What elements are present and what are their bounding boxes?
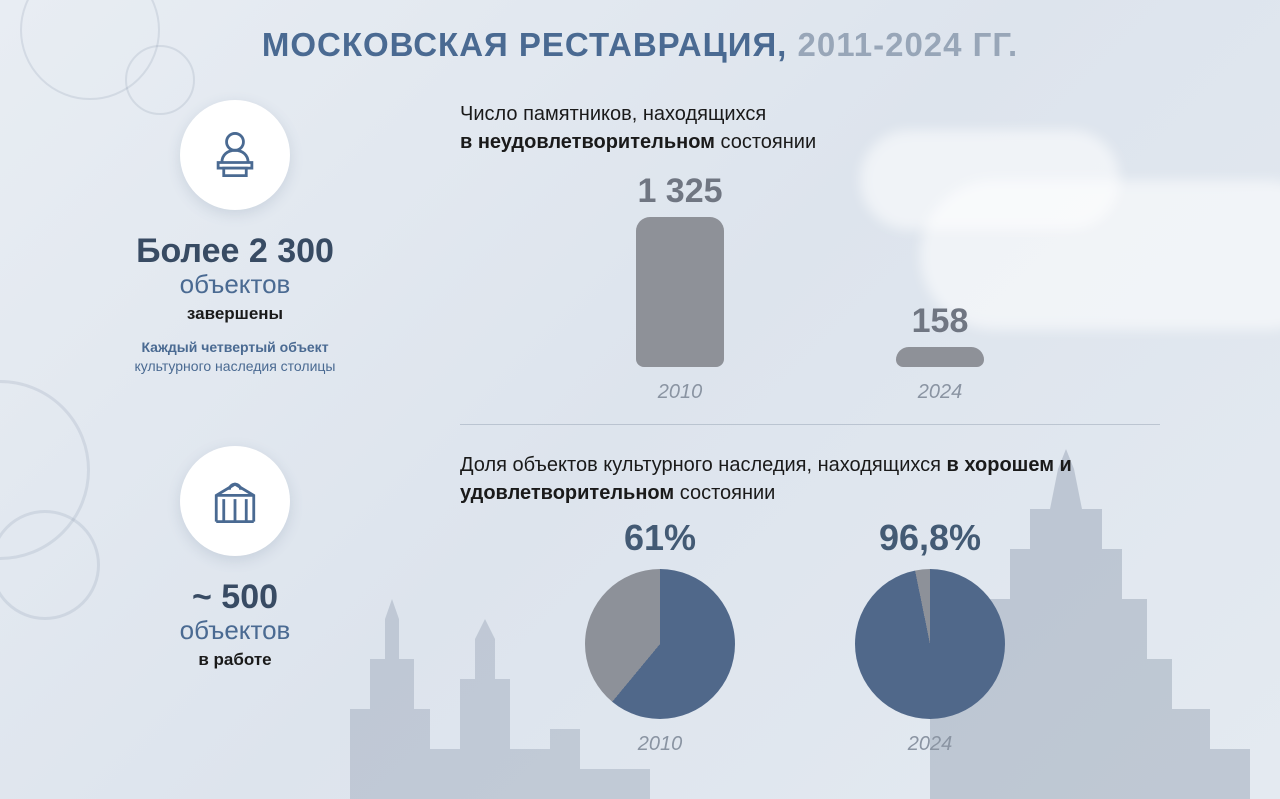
inprogress-status: в работе [90,650,380,670]
bar-chart: 1 325 2010 158 2024 [460,174,1220,404]
pie-year: 2010 [550,733,770,756]
pie-group: 96,8% 2024 [820,517,1040,756]
completed-status: завершены [90,304,380,324]
pies-title: Доля объектов культурного наследия, нахо… [460,451,1220,507]
building-icon [180,446,290,556]
title-main: МОСКОВСКАЯ РЕСТАВРАЦИЯ, [262,26,788,63]
bar-year: 2010 [580,381,780,404]
bar-year: 2024 [840,381,1040,404]
inprogress-number: ~ 500 [90,578,380,617]
left-column: Более 2 300 объектов завершены Каждый че… [90,100,380,670]
completed-unit: объектов [90,269,380,300]
pie-year: 2024 [820,733,1040,756]
title-years: 2011-2024 ГГ. [798,26,1019,63]
bars-title: Число памятников, находящихся в неудовле… [460,100,1220,156]
stat-block-completed: Более 2 300 объектов завершены Каждый че… [90,100,380,376]
pie-value: 96,8% [820,517,1040,559]
bar-group: 1 325 2010 [580,172,780,404]
section-divider [460,424,1160,425]
bar-rect [896,347,984,367]
pie [585,569,735,719]
right-column: Число памятников, находящихся в неудовле… [460,100,1220,777]
bar-value: 1 325 [580,172,780,211]
bar-rect [636,217,724,367]
bar-group: 158 2024 [840,302,1040,404]
completed-number: Более 2 300 [90,232,380,271]
completed-caption: Каждый четвертый объект культурного насл… [90,338,380,376]
pie-value: 61% [550,517,770,559]
pie [855,569,1005,719]
stat-block-inprogress: ~ 500 объектов в работе [90,446,380,670]
pie-charts: 61% 2010 96,8% 2024 [460,517,1220,777]
inprogress-unit: объектов [90,615,380,646]
pie-group: 61% 2010 [550,517,770,756]
bar-value: 158 [840,302,1040,341]
bust-icon [180,100,290,210]
page-title: МОСКОВСКАЯ РЕСТАВРАЦИЯ, 2011-2024 ГГ. [0,26,1280,64]
